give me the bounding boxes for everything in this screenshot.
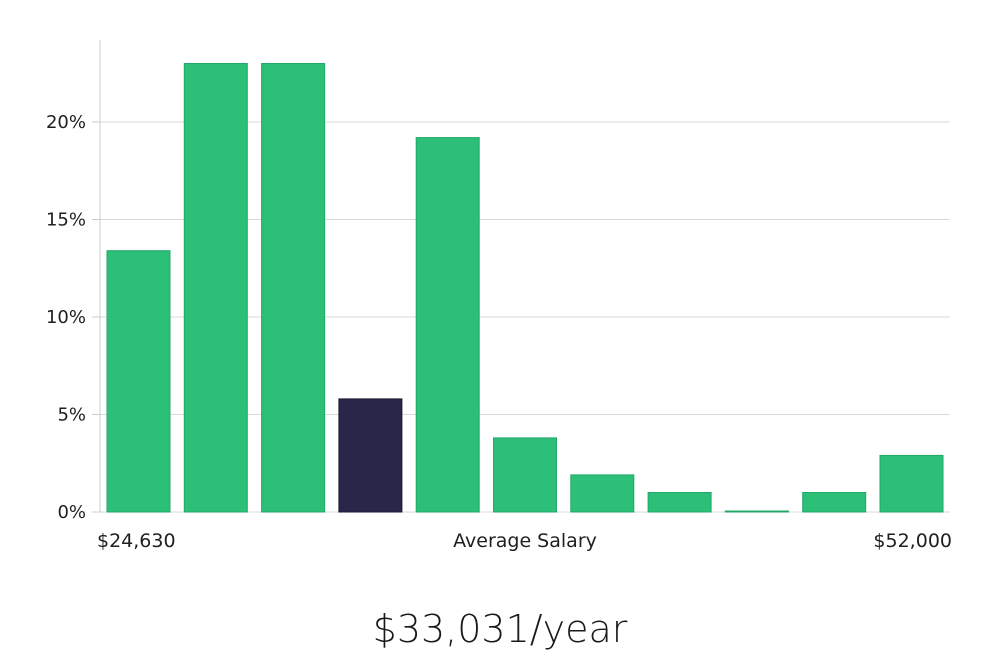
x-axis-title: Average Salary — [453, 530, 597, 552]
bar — [570, 474, 635, 513]
y-tick-label: 15% — [46, 210, 86, 231]
bar — [647, 492, 712, 513]
salary-histogram: 0% 5% 10% 15% 20% $24,630 Average Salary $52… — [46, 40, 952, 552]
bar — [106, 250, 171, 513]
x-min-label: $24,630 — [97, 530, 176, 552]
y-tick-label: 10% — [46, 307, 86, 328]
bar — [415, 137, 480, 513]
x-max-label: $52,000 — [873, 530, 952, 552]
average-salary-value: $33,031/year — [372, 607, 628, 651]
bar — [183, 63, 248, 513]
bar — [493, 437, 557, 513]
y-tick-label: 20% — [46, 112, 86, 133]
bars — [106, 63, 944, 513]
y-axis-ticks: 0% 5% 10% 15% 20% — [46, 112, 100, 523]
bar — [879, 454, 944, 513]
bar-average-salary — [338, 398, 403, 513]
y-tick-label: 0% — [57, 502, 86, 523]
bar — [802, 492, 867, 513]
bar — [724, 510, 789, 513]
y-tick-label: 5% — [57, 405, 86, 426]
bar — [261, 63, 326, 513]
